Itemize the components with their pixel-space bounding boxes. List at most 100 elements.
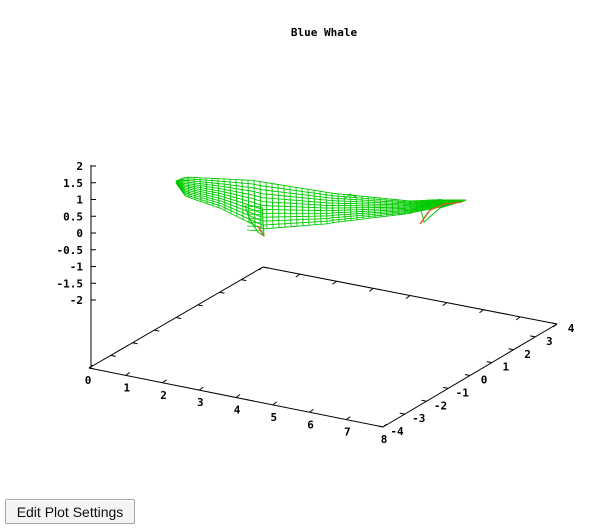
y-tick-mark [262,266,269,269]
whale-mesh-line [391,199,394,216]
whale-mesh-line [205,178,208,204]
whale-mesh-line [199,177,202,202]
whale-dorsal-fin [343,193,357,200]
whale-mesh-line [373,197,376,218]
whale-mesh-line [367,196,370,219]
whale-mesh-line [175,181,465,212]
whale-underside [419,201,463,225]
x-tick-mark [332,280,337,285]
whale-mesh-line [241,179,244,220]
y-tick-mark [377,425,384,428]
x-tick-mark [479,309,484,314]
whale-mesh-line [379,197,382,218]
whale-mesh-line [337,193,340,223]
whale-mesh-line [283,185,286,228]
y-tick-mark [154,329,160,332]
y-tick-label: 4 [568,322,575,335]
x-tick-label: 8 [381,433,388,446]
x-tick-label: 5 [270,411,277,424]
y-tick-mark [551,322,558,325]
y-tick-label: -4 [390,425,404,438]
whale-mesh-line [403,200,406,215]
y-tick-mark [443,386,449,389]
whale-mesh-line [253,180,256,226]
whale-mesh-line [295,187,298,227]
y-tick-mark [197,304,203,307]
whale-mesh-line [301,188,304,226]
x-tick-mark [345,416,351,421]
whale-mesh-line [217,178,220,208]
whale-underside [257,225,265,237]
x-tick-label: 6 [307,418,314,431]
x-tick-mark [309,408,314,413]
z-tick-label: -1 [70,261,84,274]
whale-mesh-line [415,200,418,212]
whale-mesh-line [187,177,190,198]
x-tick-label: 7 [344,426,351,439]
whale-mesh-line [235,179,238,217]
x-tick-mark [442,302,448,307]
y-tick-mark [175,317,182,319]
x-tick-label: 0 [85,374,92,387]
whale-mesh-line [427,200,430,210]
whale-mesh-line [181,178,184,192]
z-tick-label: 1.5 [63,177,83,190]
y-tick-label: 1 [502,361,509,374]
whale-mesh-line [193,177,196,200]
y-tick-mark [241,279,247,282]
x-tick-label: 4 [234,404,241,417]
whale-mesh-line [175,181,465,214]
y-tick-label: -2 [434,399,447,412]
y-tick-mark [486,361,492,364]
whale-mesh-line [175,180,178,184]
y-tick-label: 3 [546,335,553,348]
whale-mesh-line [247,180,250,223]
x-tick-label: 3 [197,396,204,409]
x-tick-mark [235,394,241,398]
x-tick-mark [552,323,558,328]
whale-mesh-line [259,181,262,229]
y-tick-mark [530,335,536,338]
z-tick-label: -0.5 [57,244,84,257]
y-tick-mark [399,412,405,415]
z-axis: 2 1.5 1 0.5 0 -0.5 -1 -1.5 -2 [57,160,96,368]
whale-mesh-line [175,182,465,222]
x-tick-mark [258,266,264,271]
y-tick-mark [464,374,471,376]
y-tick-label: -1 [456,386,470,399]
whale-mesh-line [211,178,214,206]
x-tick-mark [368,287,374,292]
x-tick-mark [515,316,521,321]
whale-mesh-line [433,199,436,209]
whale-mesh-line [175,182,465,218]
y-tick-mark [219,291,225,294]
whale-mesh-line [246,221,264,224]
edit-plot-settings-button[interactable]: Edit Plot Settings [5,499,135,524]
z-tick-label: 2 [76,160,83,173]
plot-area: Blue Whale 2 1.5 1 0.5 0 -0.5 -1 -1.5 -2 0 1 2 3 4 5 6… [57,26,575,446]
x-tick-mark [125,371,131,376]
whale-mesh-line [349,194,352,221]
y-tick-mark [421,399,427,402]
whale-mesh-line [265,182,268,229]
whale-mesh-line [397,199,400,215]
whale-mesh-line [409,200,412,214]
x-tick-label: 2 [160,389,167,402]
x-tick-mark [272,401,278,406]
whale-mesh-line [271,183,274,229]
y-tick-mark [88,367,95,370]
whale-mesh-line [175,181,465,209]
x-tick-mark [88,364,94,369]
z-tick-label: -1.5 [57,277,84,290]
whale-mesh-line [175,182,465,226]
whale-mesh-line [385,198,388,217]
y-tick-mark [132,342,138,345]
whale-mesh-line [246,217,264,220]
whale-mesh-line [246,213,264,216]
whale-mesh-line [355,195,358,220]
whale-mesh-line [277,184,280,228]
base-plane: 0 1 2 3 4 5 6 7 8 -4 -3 -2 -1 0 1 2 3 4 [85,266,575,446]
z-tick-label: 0.5 [63,210,83,223]
whale-mesh-line [361,196,364,220]
whale-mesh-line [319,191,322,225]
